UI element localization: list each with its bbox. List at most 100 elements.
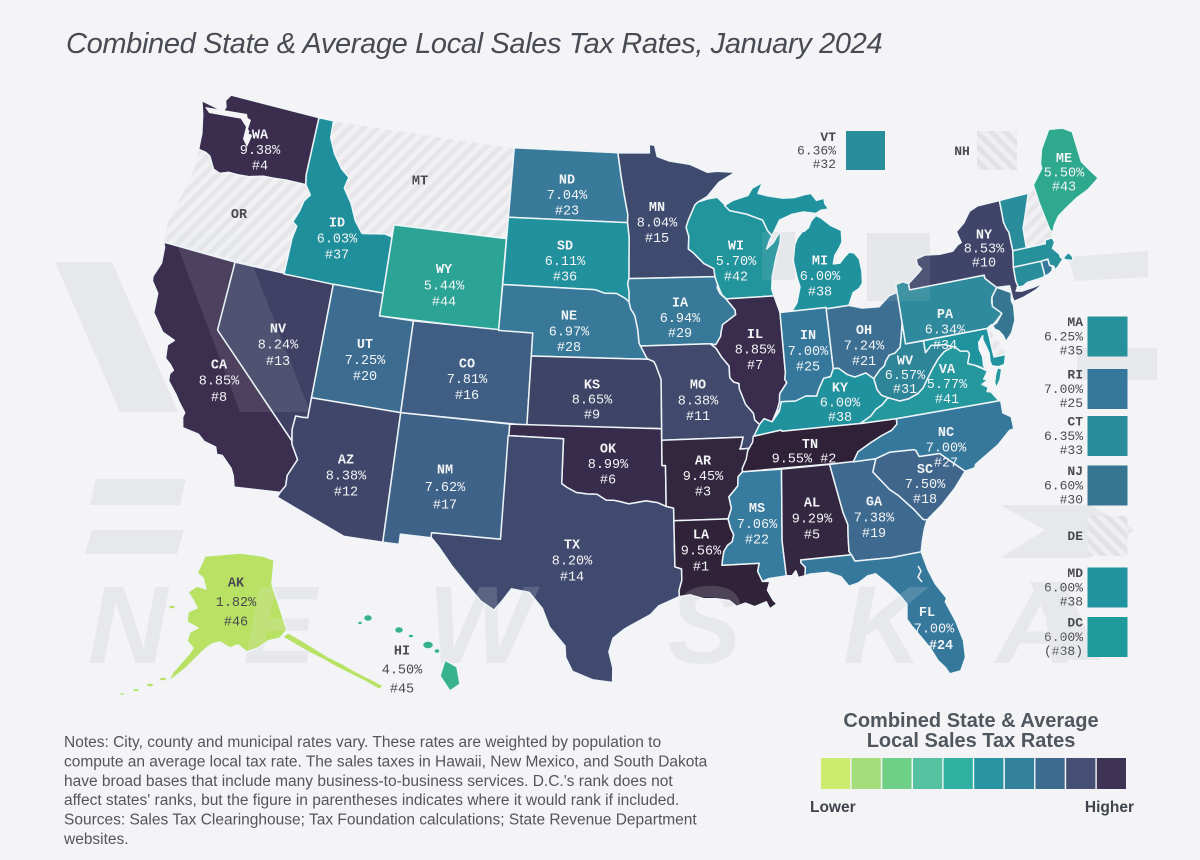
- svg-text:KS: KS: [584, 379, 600, 394]
- svg-text:#23: #23: [555, 205, 579, 220]
- svg-text:6.00%: 6.00%: [820, 396, 861, 411]
- svg-text:SD: SD: [557, 240, 573, 255]
- svg-text:8.85%: 8.85%: [735, 344, 776, 359]
- svg-text:#45: #45: [390, 683, 414, 698]
- svg-text:8.99%: 8.99%: [588, 458, 629, 473]
- svg-text:N: N: [88, 564, 170, 687]
- svg-text:#28: #28: [557, 341, 581, 356]
- svg-text:6.00%: 6.00%: [800, 270, 841, 285]
- svg-text:9.56%: 9.56%: [681, 545, 722, 560]
- svg-text:CO: CO: [459, 358, 475, 373]
- svg-text:#31: #31: [893, 383, 917, 398]
- svg-text:#19: #19: [862, 527, 886, 542]
- svg-text:IN: IN: [800, 329, 816, 344]
- svg-text:PA: PA: [937, 308, 954, 323]
- svg-text:#1: #1: [693, 561, 709, 576]
- svg-text:HI: HI: [394, 645, 410, 660]
- svg-text:AL: AL: [804, 497, 820, 512]
- svg-text:7.00%: 7.00%: [926, 441, 967, 456]
- svg-text:#13: #13: [266, 355, 290, 370]
- svg-text:7.50%: 7.50%: [905, 478, 946, 493]
- svg-text:Notes: City, county and munici: Notes: City, county and municipal rates …: [64, 734, 661, 751]
- svg-text:VT: VT: [820, 130, 836, 145]
- svg-text:#42: #42: [724, 271, 748, 286]
- svg-text:DC: DC: [1067, 616, 1083, 631]
- svg-text:#24: #24: [929, 639, 953, 654]
- svg-text:CA: CA: [211, 359, 228, 374]
- svg-text:7.04%: 7.04%: [547, 189, 588, 204]
- svg-text:MI: MI: [812, 255, 828, 270]
- svg-text:7.24%: 7.24%: [844, 340, 885, 355]
- svg-text:NM: NM: [437, 464, 453, 479]
- svg-text:#22: #22: [745, 534, 769, 549]
- svg-text:VA: VA: [939, 363, 956, 378]
- svg-text:OH: OH: [856, 324, 872, 339]
- svg-text:6.34%: 6.34%: [925, 324, 966, 339]
- svg-text:CT: CT: [1067, 415, 1083, 430]
- svg-text:8.53%: 8.53%: [964, 243, 1005, 258]
- svg-text:#7: #7: [747, 359, 763, 374]
- svg-text:SC: SC: [917, 463, 933, 478]
- svg-text:WV: WV: [897, 355, 914, 370]
- svg-text:NY: NY: [976, 229, 993, 244]
- svg-text:6.00%: 6.00%: [1044, 630, 1083, 645]
- svg-text:RI: RI: [1067, 368, 1083, 383]
- svg-text:#30: #30: [1060, 493, 1083, 508]
- svg-text:4.50%: 4.50%: [382, 664, 423, 679]
- svg-text:UT: UT: [357, 338, 373, 353]
- svg-text:6.35%: 6.35%: [1044, 429, 1083, 444]
- svg-text:#4: #4: [252, 160, 268, 175]
- svg-text:#21: #21: [852, 355, 876, 370]
- svg-text:#17: #17: [433, 499, 457, 514]
- svg-text:#5: #5: [804, 529, 820, 544]
- svg-text:6.36%: 6.36%: [797, 144, 836, 159]
- svg-text:#3: #3: [695, 486, 711, 501]
- svg-text:DE: DE: [1067, 529, 1083, 544]
- svg-text:#41: #41: [935, 393, 959, 408]
- svg-text:AR: AR: [695, 455, 712, 470]
- svg-text:7.25%: 7.25%: [345, 354, 386, 369]
- svg-text:#38: #38: [828, 411, 852, 426]
- svg-text:TX: TX: [564, 539, 581, 554]
- svg-text:7.00%: 7.00%: [1044, 382, 1083, 397]
- svg-text:affect states' ranks, but the: affect states' ranks, but the figure in …: [64, 792, 679, 809]
- svg-text:7.00%: 7.00%: [914, 623, 955, 638]
- svg-text:#44: #44: [432, 296, 456, 311]
- svg-text:#11: #11: [686, 410, 710, 425]
- svg-text:W: W: [428, 564, 540, 687]
- svg-text:#37: #37: [325, 249, 349, 264]
- svg-text:N: N: [88, 564, 170, 687]
- svg-text:5.44%: 5.44%: [424, 279, 465, 294]
- svg-text:NJ: NJ: [1067, 464, 1083, 479]
- svg-text:6.97%: 6.97%: [549, 325, 590, 340]
- svg-text:#10: #10: [972, 257, 996, 272]
- svg-text:#29: #29: [668, 327, 692, 342]
- svg-text:GA: GA: [866, 496, 883, 511]
- svg-text:#18: #18: [913, 493, 937, 508]
- svg-text:S: S: [668, 564, 741, 687]
- svg-text:5.77%: 5.77%: [927, 378, 968, 393]
- svg-text:8.24%: 8.24%: [258, 339, 299, 354]
- svg-text:#46: #46: [224, 616, 248, 631]
- svg-text:#14: #14: [560, 571, 584, 586]
- svg-text:IA: IA: [672, 297, 689, 312]
- svg-text:AZ: AZ: [338, 454, 354, 469]
- svg-text:6.03%: 6.03%: [317, 233, 358, 248]
- svg-text:6.94%: 6.94%: [660, 312, 701, 327]
- svg-text:NV: NV: [270, 323, 287, 338]
- svg-text:IL: IL: [747, 328, 763, 343]
- svg-text:8.65%: 8.65%: [572, 394, 613, 409]
- svg-text:8.38%: 8.38%: [678, 394, 719, 409]
- svg-text:NE: NE: [561, 310, 577, 325]
- svg-text:A: A: [993, 564, 1075, 687]
- svg-text:9.45%: 9.45%: [683, 470, 724, 485]
- svg-text:9.55% #2: 9.55% #2: [772, 453, 837, 468]
- svg-text:OR: OR: [231, 208, 248, 223]
- svg-text:5.50%: 5.50%: [1044, 166, 1085, 181]
- svg-text:1.82%: 1.82%: [216, 596, 257, 611]
- svg-text:#27: #27: [934, 457, 958, 472]
- svg-text:7.06%: 7.06%: [737, 518, 778, 533]
- svg-text:#12: #12: [334, 486, 358, 501]
- svg-text:#20: #20: [353, 370, 377, 385]
- svg-text:#15: #15: [645, 232, 669, 247]
